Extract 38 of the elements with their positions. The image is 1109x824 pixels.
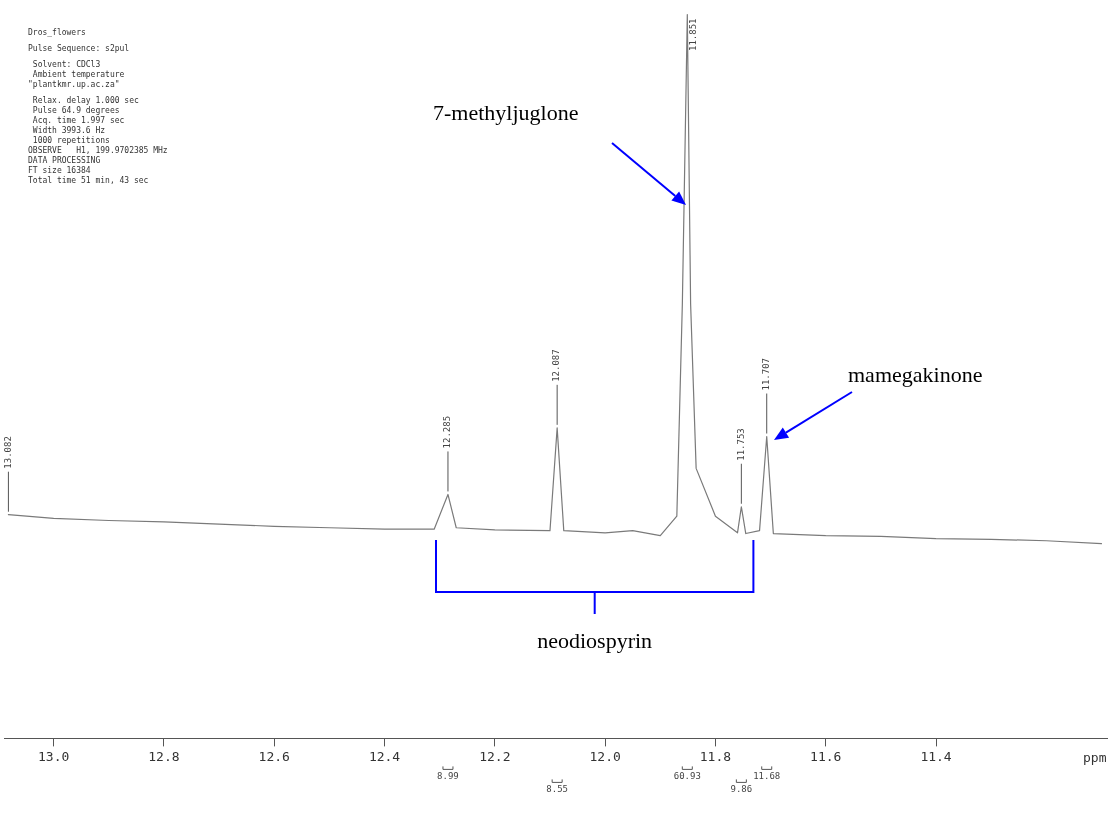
annotation: "plantkmr.up.ac.za" <box>28 80 121 90</box>
annotation: Solvent: CDCl3 <box>31 60 102 70</box>
annotation: 13.082 <box>2 436 13 469</box>
annotation: OBSERVE H1, 199.9702385 MHz <box>28 146 168 156</box>
annotation: neodiospyrin <box>536 628 654 654</box>
annotation: 11.851 <box>687 18 698 51</box>
annotation: DATA PROCESSING <box>28 156 102 166</box>
text: 8.55 <box>546 784 568 795</box>
text: 8.99 <box>437 771 459 782</box>
annotation: Acq. time 1.997 sec <box>31 116 126 126</box>
annotation: 1000 repetitions <box>31 136 111 146</box>
annotation: FT size 16384 <box>28 166 92 176</box>
x-tick-label: 13.0 <box>37 748 70 764</box>
annotation: 12.087 <box>551 349 562 382</box>
annotation: Total time 51 min, 43 sec <box>28 176 150 186</box>
annotation: Pulse 64.9 degrees <box>31 106 121 116</box>
x-tick-label: 11.8 <box>699 748 732 764</box>
annotation: Relax. delay 1.000 sec <box>31 96 140 106</box>
text: 11.68 <box>753 771 781 782</box>
annotation: mamegakinone <box>848 362 983 388</box>
x-tick-label: 12.8 <box>148 748 180 764</box>
x-tick-label: 12.2 <box>479 748 511 764</box>
x-tick-label: 12.4 <box>368 748 401 764</box>
annotation: 7-methyljuglone <box>433 100 579 126</box>
x-axis-title: ppm <box>1083 750 1107 766</box>
x-tick-label: 12.6 <box>258 748 290 764</box>
annotation: Pulse Sequence: s2pul <box>28 44 131 54</box>
x-tick-label: 11.4 <box>920 748 952 764</box>
x-tick-label: 11.6 <box>810 748 842 764</box>
text: Dros_flowers <box>28 28 87 38</box>
annotation: 11.753 <box>735 428 746 461</box>
annotation: 11.707 <box>761 358 772 391</box>
annotation: 12.285 <box>442 415 453 449</box>
text: 9.86 <box>730 784 753 795</box>
annotation: Ambient temperature <box>31 70 126 80</box>
x-tick-label: 12.0 <box>589 748 621 764</box>
text: 60.93 <box>673 771 701 782</box>
annotation: Width 3993.6 Hz <box>31 126 107 136</box>
